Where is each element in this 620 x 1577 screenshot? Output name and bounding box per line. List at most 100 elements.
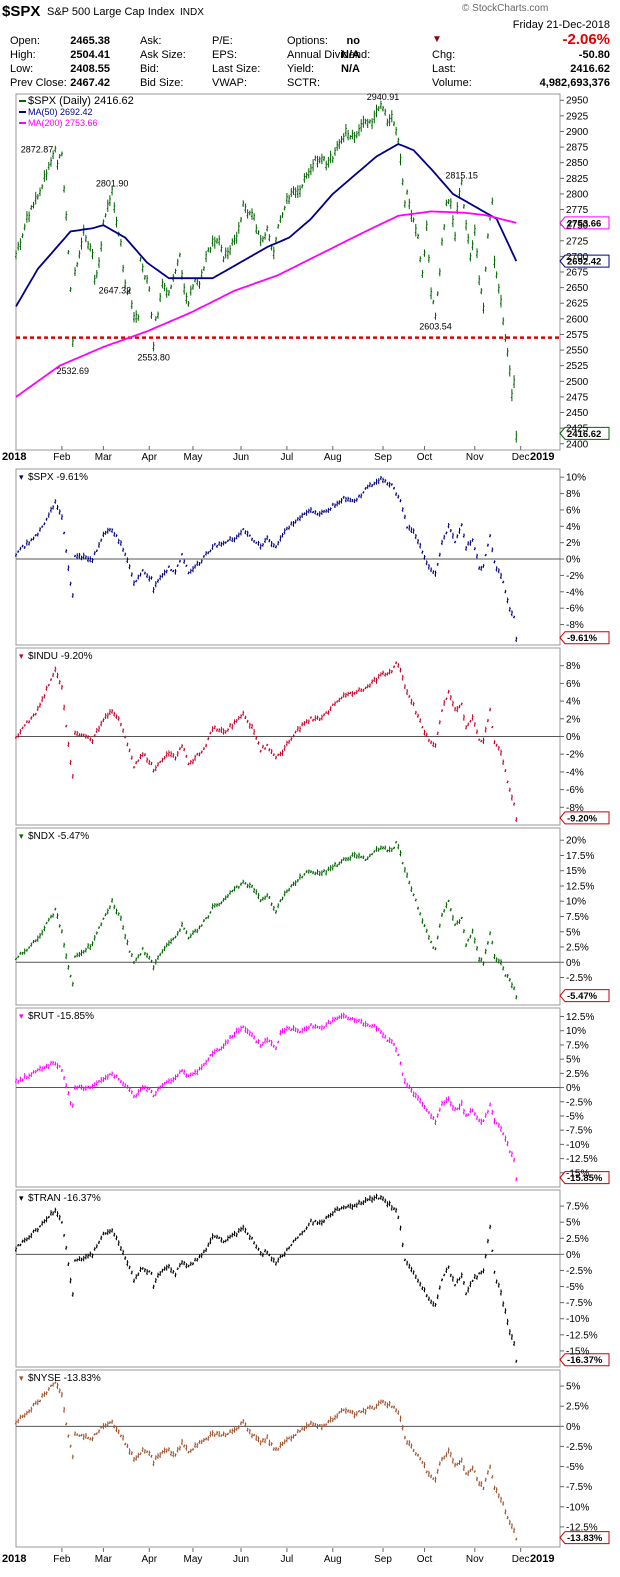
y-tick-label: 7.5% bbox=[566, 912, 589, 923]
y-tick-label: 5% bbox=[566, 1218, 581, 1229]
volume-label: Volume: bbox=[432, 77, 472, 89]
plot-frame bbox=[15, 1189, 561, 1368]
chart-panel-7 bbox=[15, 1369, 610, 1548]
quote-field-label: Yield: bbox=[287, 63, 315, 75]
quote-field-label: Bid: bbox=[140, 63, 159, 75]
down-arrow-icon: ▼ bbox=[432, 34, 442, 45]
price-bars bbox=[15, 100, 518, 443]
chart-panel-6 bbox=[15, 1189, 610, 1368]
y-tick-label: 4% bbox=[566, 697, 581, 708]
legend-entry: $SPX (Daily) 2416.62 bbox=[28, 95, 134, 107]
y-tick-label: -12.5% bbox=[566, 1330, 598, 1341]
x-tick-label: Mar bbox=[95, 452, 113, 463]
series-title: $RUT -15.85% bbox=[28, 1011, 94, 1022]
quote-field-label: VWAP: bbox=[212, 77, 248, 89]
x-axis-year-label: 2018 bbox=[2, 451, 26, 463]
series-icon: ▾ bbox=[19, 472, 24, 482]
data-label: 2872.87 bbox=[21, 144, 54, 154]
quote-field-label: P/E: bbox=[212, 35, 233, 47]
y-tick-label: 7.5% bbox=[566, 1202, 589, 1213]
y-tick-label: 2525 bbox=[566, 361, 589, 372]
x-tick-label: Mar bbox=[95, 1554, 113, 1565]
x-tick-label: Nov bbox=[466, 452, 484, 463]
price-tag-label: 2753.66 bbox=[567, 218, 601, 229]
x-tick-label: Sep bbox=[374, 452, 392, 463]
y-tick-label: -15% bbox=[566, 1346, 589, 1357]
y-tick-label: 2750 bbox=[566, 221, 589, 232]
chart-panel-5 bbox=[15, 1007, 610, 1188]
quote-field-label: Last Size: bbox=[212, 63, 261, 75]
exchange: INDX bbox=[180, 7, 204, 18]
plot-frame bbox=[15, 827, 561, 1006]
quote-field-label: Low: bbox=[10, 63, 34, 75]
y-tick-label: 17.5% bbox=[566, 851, 594, 862]
y-tick-label: 2425 bbox=[566, 424, 589, 435]
y-tick-label: -2% bbox=[566, 750, 584, 761]
y-tick-label: 2650 bbox=[566, 283, 589, 294]
price-bars bbox=[15, 1381, 518, 1541]
price-tag bbox=[559, 426, 610, 440]
x-tick-label: Apr bbox=[141, 1554, 157, 1565]
chg-value: -50.80 bbox=[578, 49, 610, 61]
series-icon: ▾ bbox=[19, 1373, 24, 1383]
data-label: 2603.54 bbox=[419, 322, 452, 332]
last-label: Last: bbox=[432, 63, 456, 75]
x-tick-label: Oct bbox=[417, 1554, 433, 1565]
quote-field-value: 2408.55 bbox=[70, 63, 110, 75]
y-tick-label: -2.5% bbox=[566, 973, 592, 984]
series-title: $NDX -5.47% bbox=[28, 831, 89, 842]
price-bars bbox=[15, 475, 518, 642]
y-tick-label: 5% bbox=[566, 1382, 581, 1393]
chart-panel-4 bbox=[15, 827, 610, 1006]
y-tick-label: 0% bbox=[566, 555, 581, 566]
price-bars bbox=[15, 1193, 518, 1363]
x-tick-label: Dec bbox=[512, 1554, 530, 1565]
price-tag-label: -9.20% bbox=[567, 813, 598, 824]
y-tick-label: -7.5% bbox=[566, 1482, 592, 1493]
y-tick-label: 2450 bbox=[566, 408, 589, 419]
symbol: $SPX bbox=[2, 3, 41, 20]
y-tick-label: 10% bbox=[566, 1026, 586, 1037]
y-tick-label: 2400 bbox=[566, 439, 589, 450]
quote-field-value: 2504.41 bbox=[70, 49, 110, 61]
y-tick-label: 12.5% bbox=[566, 1012, 594, 1023]
plot-frame bbox=[15, 93, 561, 451]
chart-panel-1 bbox=[15, 93, 610, 451]
y-tick-label: -4% bbox=[566, 587, 584, 598]
y-tick-label: -10% bbox=[566, 1502, 589, 1513]
y-tick-label: 0% bbox=[566, 732, 581, 743]
series-title: $NYSE -13.83% bbox=[28, 1373, 101, 1384]
y-tick-label: 15% bbox=[566, 866, 586, 877]
chart-panel-3 bbox=[15, 647, 610, 826]
series-title: $TRAN -16.37% bbox=[28, 1193, 101, 1204]
series-icon: ▾ bbox=[19, 1011, 24, 1021]
y-tick-label: 12.5% bbox=[566, 881, 594, 892]
y-tick-label: -12.5% bbox=[566, 1522, 598, 1533]
x-axis-year-label: 2019 bbox=[530, 451, 554, 463]
y-tick-label: -5% bbox=[566, 1111, 584, 1122]
series-title: $INDU -9.20% bbox=[28, 651, 93, 662]
change-percent: -2.06% bbox=[562, 31, 610, 48]
y-tick-label: 2900 bbox=[566, 127, 589, 138]
price-tag-label: -9.61% bbox=[567, 633, 598, 644]
quote-field-value: 2465.38 bbox=[70, 35, 110, 47]
y-tick-label: 0% bbox=[566, 1083, 581, 1094]
price-bars bbox=[15, 841, 518, 1000]
y-tick-label: 2775 bbox=[566, 205, 589, 216]
x-tick-label: May bbox=[184, 452, 203, 463]
quote-field-value: no bbox=[346, 35, 360, 47]
x-tick-label: May bbox=[184, 1554, 203, 1565]
x-tick-label: Jun bbox=[233, 1554, 249, 1565]
x-axis-year-label: 2018 bbox=[2, 1553, 26, 1565]
x-tick-label: Sep bbox=[374, 1554, 392, 1565]
plot-frame bbox=[15, 1369, 561, 1548]
x-tick-label: Nov bbox=[466, 1554, 484, 1565]
last-value: 2416.62 bbox=[570, 63, 610, 75]
y-tick-label: -4% bbox=[566, 767, 584, 778]
data-label: 2553.80 bbox=[137, 353, 170, 363]
price-tag bbox=[559, 1353, 610, 1367]
y-tick-label: -5% bbox=[566, 1282, 584, 1293]
y-tick-label: -6% bbox=[566, 604, 584, 615]
y-tick-label: 7.5% bbox=[566, 1040, 589, 1051]
plot-frame bbox=[15, 1007, 561, 1188]
